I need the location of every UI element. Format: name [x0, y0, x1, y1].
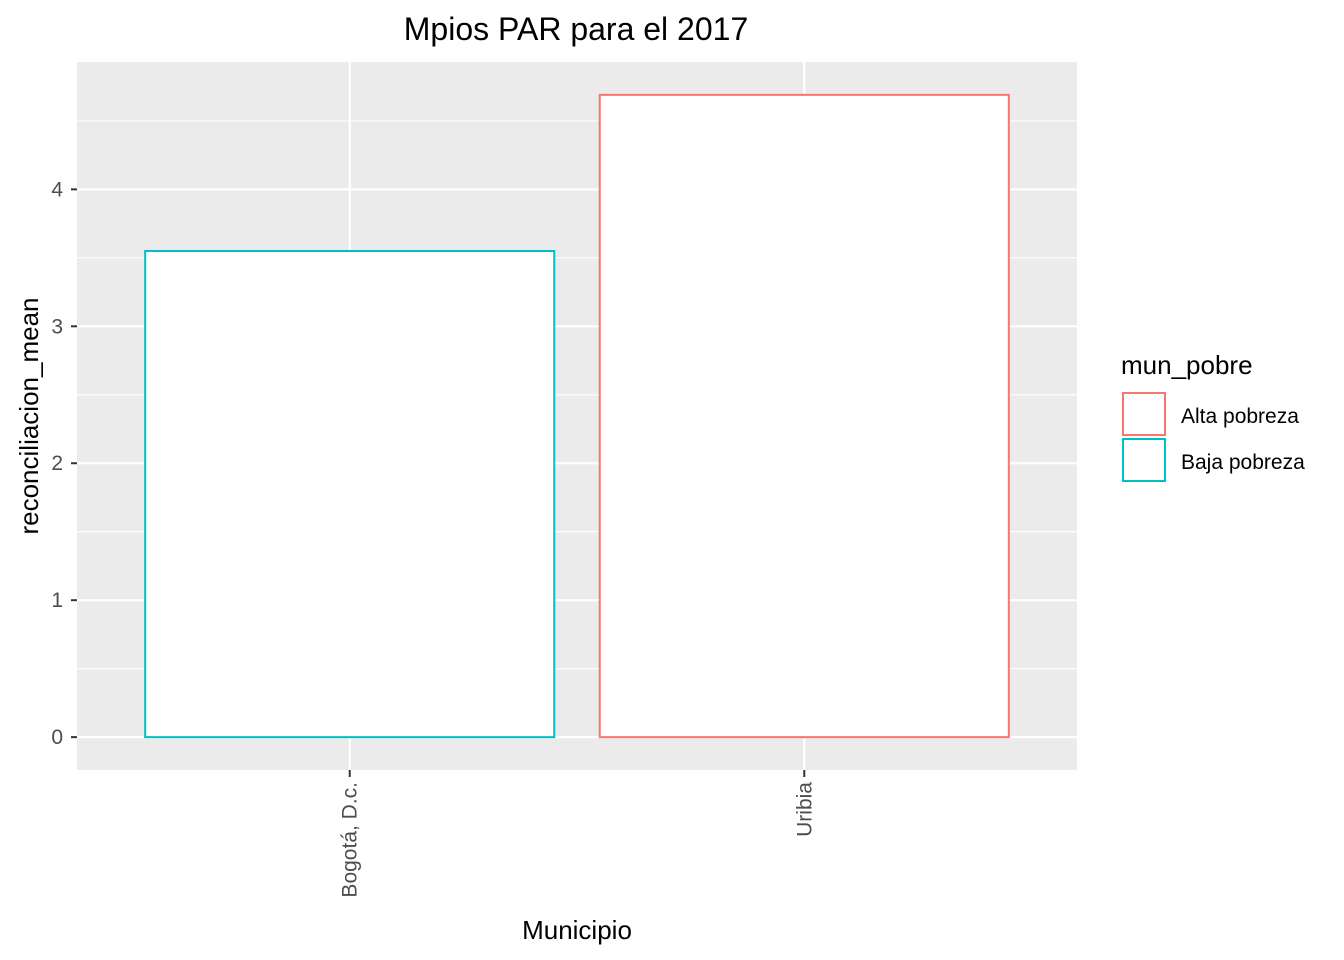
x-axis-ticks: Bogotá, D.c. Uribia — [339, 770, 816, 898]
y-tick-label: 3 — [51, 315, 63, 338]
legend-key — [1122, 438, 1166, 482]
y-tick-label: 1 — [51, 589, 63, 612]
y-axis-title: reconciliacion_mean — [14, 297, 44, 534]
y-tick-label: 0 — [51, 726, 63, 749]
legend-label: Alta pobreza — [1181, 405, 1299, 428]
y-tick-label: 2 — [51, 452, 63, 475]
y-tick-label: 4 — [51, 178, 63, 201]
x-tick-label: Uribia — [793, 782, 816, 837]
legend-key — [1122, 392, 1166, 436]
bar — [598, 93, 1010, 739]
bar — [144, 249, 556, 739]
legend-title: mun_pobre — [1121, 350, 1253, 380]
y-axis-ticks: 0 1 2 3 4 — [51, 178, 77, 749]
chart-title: Mpios PAR para el 2017 — [404, 11, 748, 47]
legend-label: Baja pobreza — [1181, 451, 1305, 474]
x-axis-title: Municipio — [522, 915, 632, 945]
legend: mun_pobre Alta pobreza Baja pobreza — [1121, 350, 1305, 482]
bars — [144, 93, 1010, 739]
x-tick-label: Bogotá, D.c. — [339, 782, 362, 898]
